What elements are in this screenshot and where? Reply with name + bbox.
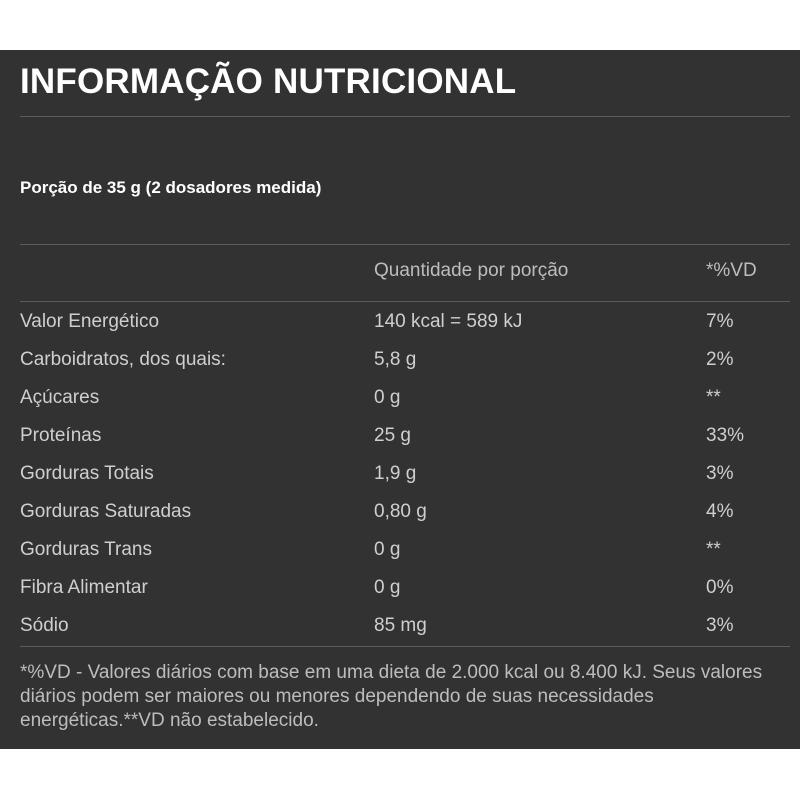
portion-size: Porção de 35 g (2 dosadores medida): [20, 178, 322, 197]
nutrient-name: Gorduras Saturadas: [20, 501, 192, 522]
nutrient-name: Valor Energético: [20, 311, 160, 332]
nutrient-quantity: 85 mg: [374, 615, 427, 636]
nutrient-daily-value: 4%: [706, 501, 734, 522]
nutrition-panel: INFORMAÇÃO NUTRICIONAL Porção de 35 g (2…: [0, 50, 800, 749]
footer-divider: [20, 646, 790, 647]
nutrient-daily-value: 33%: [706, 425, 745, 446]
header-divider: [20, 301, 790, 302]
nutrient-quantity: 140 kcal = 589 kJ: [374, 311, 523, 332]
nutrient-quantity: 5,8 g: [374, 349, 417, 370]
nutrient-quantity: 0 g: [374, 387, 401, 408]
nutrient-quantity: 0 g: [374, 539, 401, 560]
page-title: INFORMAÇÃO NUTRICIONAL: [20, 62, 517, 101]
nutrient-name: Sódio: [20, 615, 69, 636]
nutrient-quantity: 25 g: [374, 425, 411, 446]
nutrient-name: Açúcares: [20, 387, 100, 408]
nutrient-name: Gorduras Trans: [20, 539, 152, 560]
nutrient-daily-value: **: [706, 539, 721, 560]
nutrient-name: Gorduras Totais: [20, 463, 154, 484]
nutrient-name: Carboidratos, dos quais:: [20, 349, 226, 370]
nutrient-quantity: 0 g: [374, 577, 401, 598]
header-quantity: Quantidade por porção: [374, 260, 569, 281]
nutrient-daily-value: 2%: [706, 349, 734, 370]
nutrient-quantity: 1,9 g: [374, 463, 417, 484]
nutrient-daily-value: 3%: [706, 463, 734, 484]
title-divider: [20, 116, 790, 117]
footnote: *%VD - Valores diários com base em uma d…: [20, 662, 763, 731]
nutrient-name: Proteínas: [20, 425, 102, 446]
nutrient-name: Fibra Alimentar: [20, 577, 148, 598]
nutrient-daily-value: 0%: [706, 577, 734, 598]
nutrient-daily-value: 3%: [706, 615, 734, 636]
header-daily-value: *%VD: [706, 260, 757, 281]
nutrient-daily-value: 7%: [706, 311, 734, 332]
nutrient-daily-value: **: [706, 387, 721, 408]
nutrient-quantity: 0,80 g: [374, 501, 427, 522]
portion-divider: [20, 244, 790, 245]
